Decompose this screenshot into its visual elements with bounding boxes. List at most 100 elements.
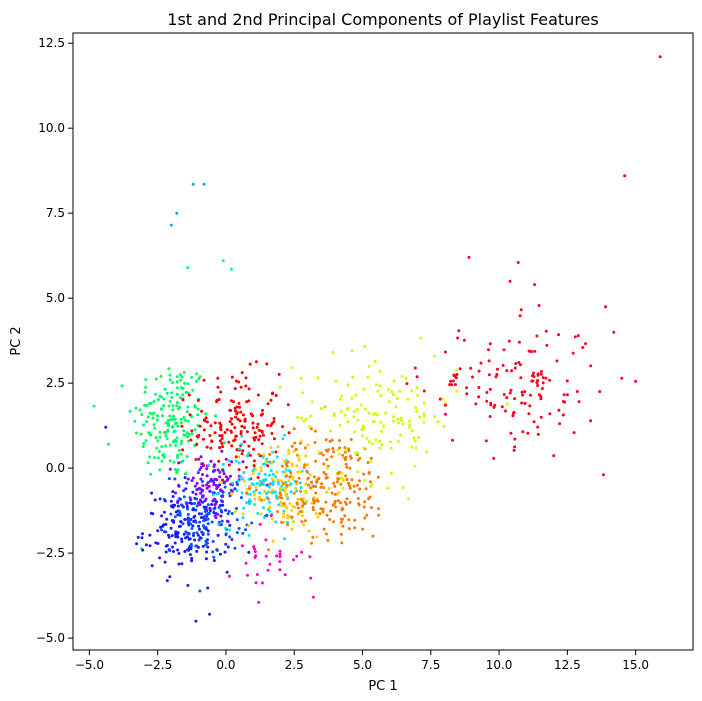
- x-tick-label: 15.0: [622, 658, 649, 672]
- scatter-point: [373, 359, 377, 363]
- scatter-point: [312, 498, 315, 502]
- scatter-point: [510, 369, 514, 373]
- scatter-point: [555, 359, 559, 363]
- scatter-point: [369, 460, 373, 464]
- scatter-point: [333, 492, 337, 496]
- scatter-point: [134, 431, 138, 435]
- scatter-point: [237, 527, 241, 530]
- scatter-point: [234, 415, 238, 419]
- scatter-point: [303, 490, 307, 494]
- scatter-point: [212, 555, 216, 559]
- scatter-point: [164, 421, 168, 425]
- scatter-point: [294, 486, 298, 490]
- scatter-point: [142, 423, 146, 427]
- scatter-point: [254, 581, 258, 585]
- x-tick-label: −5.0: [75, 658, 104, 672]
- y-tick-label: −5.0: [36, 631, 65, 645]
- scatter-point: [172, 460, 176, 464]
- y-axis-label: PC 2: [9, 326, 24, 355]
- scatter-point: [192, 531, 196, 535]
- scatter-point: [290, 527, 294, 531]
- scatter-point: [203, 419, 207, 423]
- scatter-point: [283, 489, 287, 493]
- scatter-point: [513, 397, 517, 401]
- scatter-point: [201, 437, 205, 441]
- scatter-point: [261, 433, 265, 437]
- scatter-point: [311, 535, 315, 539]
- scatter-point: [297, 476, 301, 480]
- scatter-point: [285, 474, 288, 478]
- scatter-point: [234, 409, 237, 413]
- scatter-point: [206, 545, 210, 549]
- scatter-point: [270, 491, 274, 495]
- scatter-point: [362, 446, 366, 450]
- scatter-point: [269, 424, 273, 428]
- scatter-point: [397, 421, 400, 425]
- scatter-point: [149, 472, 153, 476]
- scatter-point: [518, 314, 522, 318]
- scatter-point: [353, 526, 357, 530]
- scatter-point: [471, 375, 474, 379]
- scatter-point: [441, 397, 445, 401]
- scatter-point: [190, 559, 194, 563]
- scatter-point: [412, 436, 416, 440]
- scatter-point: [235, 507, 238, 510]
- scatter-point: [401, 422, 405, 426]
- scatter-point: [221, 445, 225, 449]
- scatter-point: [413, 464, 417, 468]
- scatter-point: [181, 393, 185, 397]
- scatter-point: [145, 420, 149, 423]
- scatter-point: [269, 398, 273, 402]
- scatter-point: [200, 516, 203, 519]
- scatter-point: [241, 531, 245, 535]
- scatter-point: [322, 462, 326, 466]
- scatter-point: [238, 405, 242, 409]
- scatter-point: [267, 506, 271, 510]
- scatter-point: [236, 417, 240, 421]
- scatter-point-outlier: [194, 619, 198, 623]
- scatter-point: [218, 446, 222, 450]
- scatter-point: [153, 456, 157, 460]
- scatter-point: [157, 450, 161, 453]
- scatter-point: [374, 383, 378, 387]
- scatter-point: [211, 550, 215, 554]
- scatter-point: [248, 453, 252, 457]
- scatter-point: [417, 436, 421, 440]
- scatter-point: [276, 510, 279, 514]
- scatter-point: [414, 406, 418, 410]
- scatter-point: [422, 412, 426, 416]
- scatter-point: [535, 334, 539, 338]
- scatter-point: [247, 524, 251, 528]
- scatter-point: [252, 545, 256, 549]
- scatter-point: [166, 419, 170, 423]
- scatter-point: [322, 527, 326, 531]
- scatter-point: [348, 486, 352, 490]
- scatter-point: [281, 515, 285, 519]
- scatter-point: [196, 399, 200, 402]
- scatter-point-outlier: [229, 267, 233, 271]
- scatter-point: [227, 459, 231, 463]
- scatter-point: [519, 376, 523, 380]
- scatter-point: [223, 550, 227, 554]
- scatter-point: [184, 418, 187, 422]
- scatter-point: [244, 384, 248, 388]
- scatter-point: [230, 444, 234, 448]
- scatter-point: [169, 499, 173, 503]
- y-axis-ticks: −5.0 −2.5 0.0 2.5 5.0 7.5 10.0 12.5: [36, 36, 73, 645]
- scatter-point: [297, 458, 301, 462]
- scatter-point: [341, 524, 345, 528]
- scatter-point: [602, 473, 605, 477]
- scatter-point: [281, 488, 285, 492]
- scatter-point: [211, 493, 215, 497]
- scatter-point: [270, 461, 274, 465]
- scatter-point: [404, 376, 408, 380]
- scatter-point: [180, 375, 184, 379]
- scatter-point: [400, 418, 403, 422]
- scatter-point: [241, 460, 245, 464]
- scatter-point: [290, 508, 294, 512]
- scatter-point: [355, 408, 359, 412]
- scatter-point: [495, 367, 499, 371]
- scatter-point: [235, 448, 239, 452]
- scatter-point: [532, 420, 536, 424]
- scatter-point: [160, 395, 163, 399]
